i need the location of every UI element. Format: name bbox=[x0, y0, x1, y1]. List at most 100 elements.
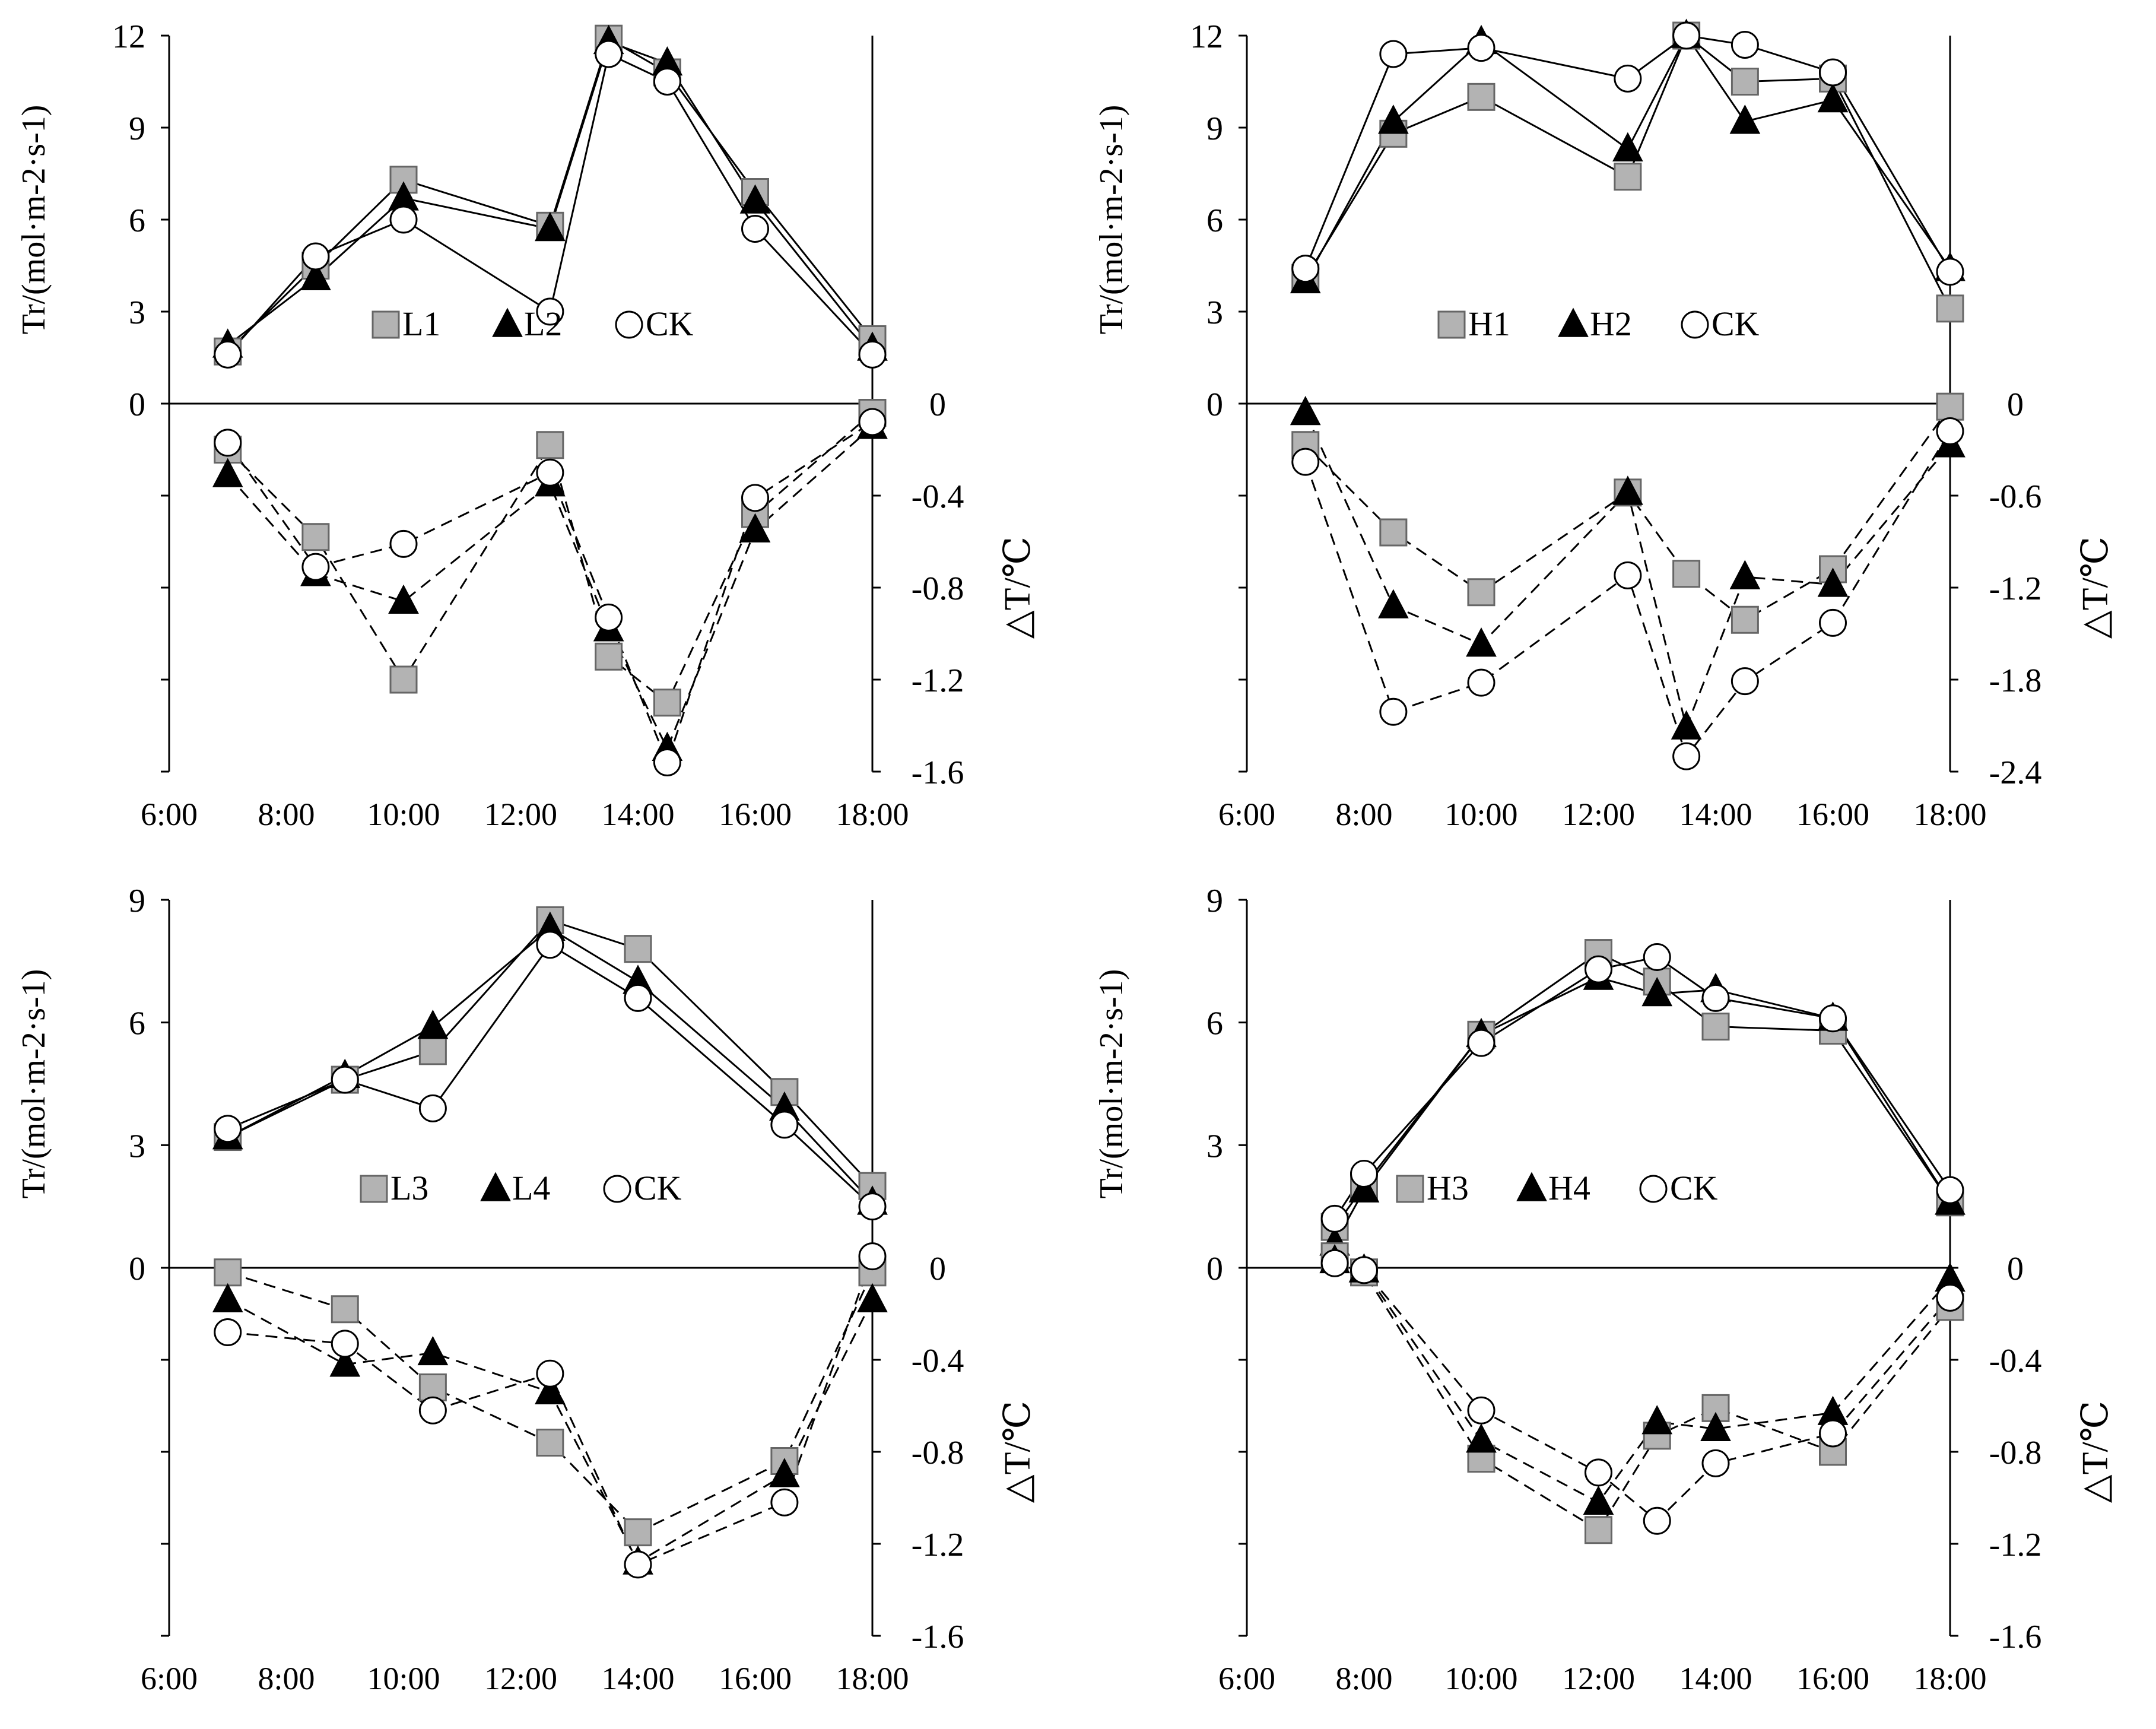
dt-line-h1 bbox=[1304, 406, 1951, 621]
dt-point-l2 bbox=[739, 513, 771, 543]
dt-line-ck bbox=[1334, 1262, 1951, 1522]
chart-panel-bottom-right: 0 3 6 9 0 -0.4 -0.8 -1.2 -1.6 6:00 8:00 10:00 12:00 1… bbox=[1078, 864, 2155, 1728]
chart-svg-top-right: 0 3 6 9 12 0 -0.6 -1.2 -1.8 -2.4 6:00 8:00 10:00 12:0… bbox=[1093, 18, 2116, 832]
tr-point-ck bbox=[1819, 1004, 1847, 1033]
x-tick-label: 6:00 bbox=[1218, 1661, 1275, 1696]
dt-point-ck bbox=[1701, 1449, 1730, 1477]
dt-point-ck bbox=[595, 603, 623, 632]
tr-point-ck bbox=[1350, 1160, 1378, 1188]
tr-point-h1 bbox=[1614, 163, 1642, 191]
x-tick-label: 6:00 bbox=[141, 797, 198, 832]
dt-point-l1 bbox=[595, 642, 623, 671]
tr-y-tick-label: 9 bbox=[1206, 110, 1223, 147]
dt-point-l4 bbox=[329, 1347, 361, 1377]
legend-marker-ck bbox=[1639, 1175, 1668, 1203]
tr-y-tick-label: 3 bbox=[1206, 294, 1223, 331]
dt-y-tick-label: -1.2 bbox=[912, 1527, 964, 1563]
dt-point-l4 bbox=[212, 1283, 243, 1313]
legend-label-l2: L2 bbox=[524, 304, 562, 343]
tr-y-tick-label: 6 bbox=[1206, 202, 1223, 239]
x-tick-label: 6:00 bbox=[141, 1661, 198, 1696]
tr-point-ck bbox=[331, 1065, 359, 1094]
x-tick-label: 16:00 bbox=[719, 1661, 792, 1696]
tr-point-l4 bbox=[417, 1010, 449, 1039]
tr-line-l3 bbox=[227, 919, 874, 1187]
tr-y-tick-label: 3 bbox=[1206, 1128, 1223, 1165]
dt-axis-label: △T/℃ bbox=[998, 537, 1038, 639]
x-tick-label: 14:00 bbox=[1679, 1661, 1752, 1696]
dt-point-ck bbox=[1936, 1283, 1964, 1312]
x-tick-label: 14:00 bbox=[1679, 797, 1752, 832]
tr-y-tick-label: 9 bbox=[129, 883, 145, 919]
dt-point-ck bbox=[1936, 417, 1964, 445]
x-tick-label: 10:00 bbox=[367, 797, 440, 832]
tr-y-tick-label: 9 bbox=[1206, 883, 1223, 919]
dt-y-tick-label: -1.6 bbox=[912, 1619, 964, 1655]
tr-point-ck bbox=[1701, 984, 1730, 1012]
tr-point-l2 bbox=[300, 261, 331, 290]
tr-point-ck bbox=[1585, 955, 1612, 984]
dt-point-ck bbox=[858, 408, 887, 436]
dt-y-tick-label: 0 bbox=[2007, 386, 2024, 423]
tr-point-ck bbox=[1672, 21, 1701, 50]
dt-point-ck bbox=[214, 429, 242, 457]
tr-y-tick-label: 3 bbox=[129, 1128, 145, 1165]
dt-point-h4 bbox=[1700, 1411, 1731, 1442]
dt-point-h1 bbox=[1730, 605, 1759, 634]
tr-y-tick-label: 0 bbox=[1206, 386, 1223, 423]
legend-label-h1: H1 bbox=[1468, 304, 1510, 343]
dt-point-h2 bbox=[1729, 560, 1761, 589]
dt-point-ck bbox=[331, 1330, 359, 1358]
dt-point-h1 bbox=[1936, 392, 1964, 421]
dt-y-tick-label: -1.6 bbox=[1989, 1619, 2042, 1655]
tr-line-h2 bbox=[1304, 34, 1951, 282]
dt-point-ck bbox=[1819, 608, 1847, 637]
dt-point-l3 bbox=[331, 1295, 359, 1324]
dt-y-tick-label: -1.2 bbox=[1989, 1527, 2042, 1563]
dt-point-ck bbox=[1730, 667, 1759, 696]
dt-point-ck bbox=[1467, 668, 1495, 697]
legend-label-h3: H3 bbox=[1427, 1169, 1469, 1207]
tr-line-h1 bbox=[1304, 34, 1951, 309]
x-tick-label: 14:00 bbox=[601, 797, 674, 832]
dt-y-tick-label: -0.8 bbox=[912, 1435, 964, 1471]
tr-line-ck bbox=[1304, 34, 1951, 272]
dt-point-l3 bbox=[624, 1518, 652, 1547]
x-tick-label: 16:00 bbox=[1796, 797, 1869, 832]
dt-point-h2 bbox=[1817, 567, 1849, 597]
dt-point-h2 bbox=[1466, 627, 1497, 657]
x-tick-label: 12:00 bbox=[1562, 797, 1635, 832]
tr-point-h2 bbox=[1612, 132, 1643, 161]
dt-point-ck bbox=[770, 1488, 799, 1517]
tr-point-ck bbox=[653, 68, 681, 96]
dt-point-ck bbox=[301, 553, 330, 581]
tr-point-h1 bbox=[1936, 294, 1964, 323]
tr-point-ck bbox=[418, 1094, 447, 1122]
tr-y-tick-label: 0 bbox=[1206, 1251, 1223, 1287]
tr-y-tick-label: 0 bbox=[129, 1251, 145, 1287]
dt-point-l4 bbox=[857, 1283, 888, 1313]
dt-point-h1 bbox=[1672, 560, 1701, 588]
tr-axis-label: Tr/(mol·m-2·s-1) bbox=[15, 105, 52, 335]
tr-y-tick-label: 0 bbox=[129, 386, 145, 423]
chart-svg-top-left: 0 3 6 9 12 0 -0.4 -0.8 -1.2 -1.6 6:00 8:00 10:00 12:0… bbox=[15, 18, 1038, 832]
tr-line-ck bbox=[227, 52, 874, 356]
tr-axis-label: Tr/(mol·m-2·s-1) bbox=[1093, 105, 1130, 335]
dt-y-tick-label: -1.6 bbox=[912, 754, 964, 791]
dt-point-l1 bbox=[653, 689, 681, 717]
dt-line-l2 bbox=[227, 426, 873, 751]
dt-point-ck bbox=[1350, 1256, 1378, 1284]
x-tick-label: 8:00 bbox=[258, 797, 315, 832]
tr-point-h4 bbox=[1641, 976, 1673, 1007]
x-tick-label: 16:00 bbox=[719, 797, 792, 832]
dt-point-ck bbox=[1291, 448, 1320, 476]
legend-marker-ck bbox=[615, 310, 643, 339]
legend-label-ck: CK bbox=[1670, 1169, 1718, 1207]
tr-y-tick-label: 12 bbox=[1190, 18, 1223, 55]
dt-point-l3 bbox=[418, 1373, 447, 1401]
tr-point-l3 bbox=[624, 935, 652, 963]
tr-line-h4 bbox=[1333, 976, 1951, 1244]
tr-y-tick-label: 12 bbox=[112, 18, 145, 55]
legend-marker-h2 bbox=[1558, 307, 1589, 337]
x-tick-label: 8:00 bbox=[1335, 1661, 1392, 1696]
